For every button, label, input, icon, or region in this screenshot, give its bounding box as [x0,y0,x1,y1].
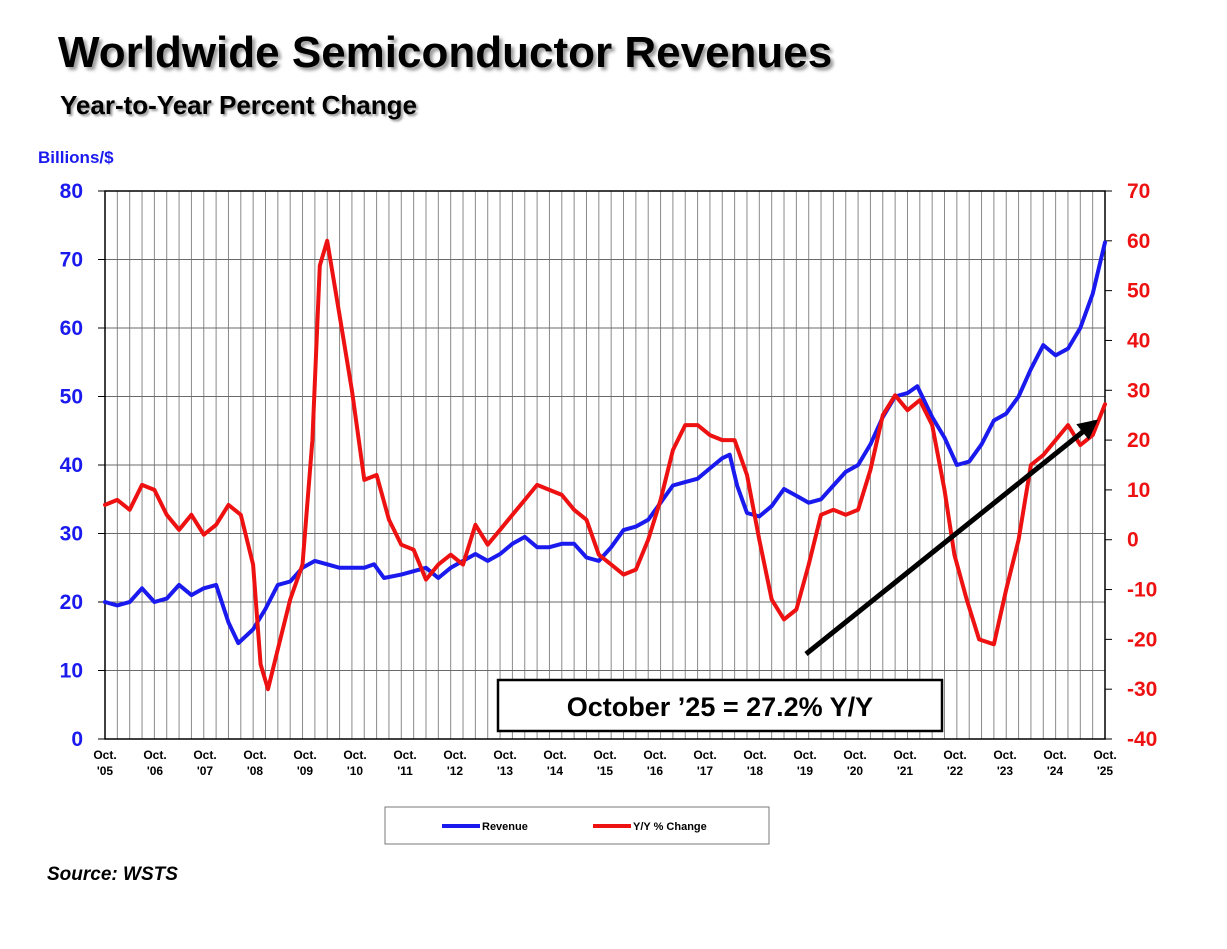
y-right-tick-label: 40 [1127,329,1150,352]
x-tick-label: '12 [447,764,464,778]
x-tick-label: Oct. [593,748,616,762]
y-right-tick-label: -10 [1127,579,1157,602]
x-tick-label: Oct. [643,748,666,762]
x-tick-label: Oct. [93,748,116,762]
trend-arrow [804,419,1099,656]
chart-subtitle: Year-to-Year Percent Change [60,90,417,120]
series-lines [103,238,1107,692]
y-right-tick-label: -30 [1127,678,1157,701]
series-line-y-y-change [103,238,1107,692]
x-tick-label: '23 [997,764,1014,778]
x-tick-label: Oct. [693,748,716,762]
x-tick-label: '13 [497,764,514,778]
x-tick-label: Oct. [393,748,416,762]
x-tick-label: '21 [897,764,914,778]
y-left-tick-label: 80 [60,180,83,203]
y-axis-left-label: Billions/$ [38,148,114,167]
x-tick-label: '17 [697,764,714,778]
x-tick-label: Oct. [343,748,366,762]
x-tick-label: Oct. [543,748,566,762]
x-tick-label: '06 [147,764,164,778]
legend-label: Revenue [482,821,528,833]
x-tick-label: '25 [1097,764,1114,778]
y-right-tick-label: 30 [1127,379,1150,402]
y-left-tick-label: 0 [71,728,83,751]
x-tick-label: Oct. [443,748,466,762]
y-left-tick-label: 20 [60,591,83,614]
y-right-tick-label: -40 [1127,728,1157,751]
x-tick-label: '07 [197,764,214,778]
y-right-tick-label: 70 [1127,180,1150,203]
x-tick-label: Oct. [1093,748,1116,762]
annotation-text: October ’25 = 27.2% Y/Y [567,692,873,722]
legend-label: Y/Y % Change [633,821,707,833]
y-right-tick-label: 50 [1127,280,1150,303]
x-tick-label: Oct. [843,748,866,762]
x-tick-label: '14 [547,764,564,778]
x-tick-label: '15 [597,764,614,778]
x-tick-label: Oct. [1043,748,1066,762]
source-note: Source: WSTS [47,864,178,885]
x-tick-label: '22 [947,764,964,778]
x-tick-label: Oct. [943,748,966,762]
x-tick-label: Oct. [893,748,916,762]
y-left-tick-label: 40 [60,454,83,477]
x-tick-label: Oct. [143,748,166,762]
annotation-layer: October ’25 = 27.2% Y/Y Revenue Y/Y % Chan… [384,419,1099,845]
y-left-tick-label: 10 [60,660,83,683]
axis-ticks: 0 10 20 30 40 50 60 70 80 -40 -30 -20 -10 0 10 20 30 40 50… [60,180,1158,778]
x-tick-label: '05 [97,764,114,778]
x-tick-label: Oct. [793,748,816,762]
legend: Revenue Y/Y % Change [384,806,770,845]
x-tick-label: '08 [247,764,264,778]
y-right-tick-label: 20 [1127,429,1150,452]
x-tick-label: Oct. [493,748,516,762]
x-tick-label: Oct. [293,748,316,762]
y-right-tick-label: -20 [1127,628,1157,651]
y-right-tick-label: 10 [1127,479,1150,502]
x-tick-label: '16 [647,764,664,778]
y-left-tick-label: 50 [60,386,83,409]
x-tick-label: '09 [297,764,314,778]
y-right-tick-label: 60 [1127,230,1150,253]
y-left-tick-label: 70 [60,249,83,272]
series-line-revenue [103,240,1107,646]
x-tick-label: Oct. [193,748,216,762]
annotation-box [496,678,944,733]
y-left-tick-label: 60 [60,317,83,340]
x-tick-label: Oct. [243,748,266,762]
x-tick-label: '10 [347,764,364,778]
x-tick-label: Oct. [993,748,1016,762]
x-tick-label: '11 [397,764,413,778]
y-left-tick-label: 30 [60,523,83,546]
x-tick-label: '24 [1047,764,1064,778]
y-right-tick-label: 0 [1127,529,1139,552]
chart-title: Worldwide Semiconductor Revenues [58,28,833,77]
x-tick-label: Oct. [743,748,766,762]
x-tick-label: '19 [797,764,814,778]
x-tick-label: '18 [747,764,764,778]
x-tick-label: '20 [847,764,864,778]
